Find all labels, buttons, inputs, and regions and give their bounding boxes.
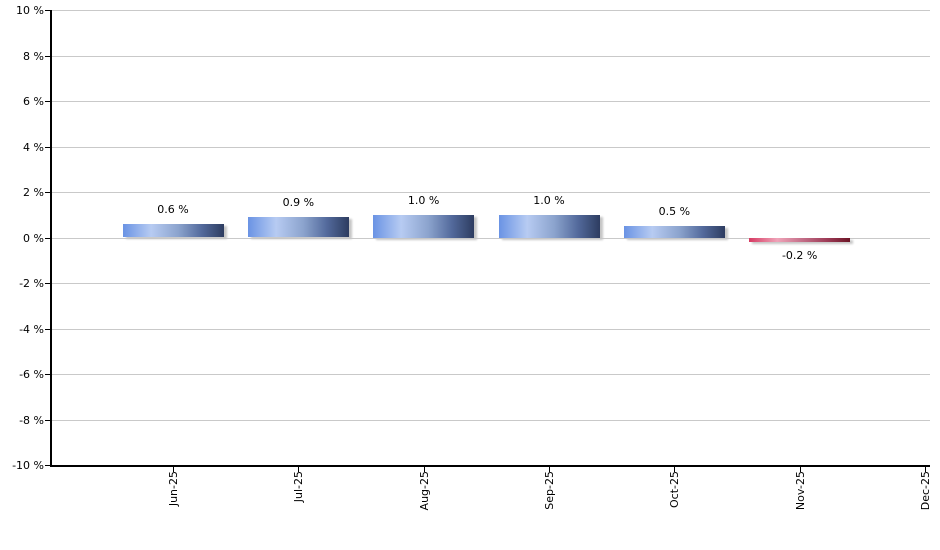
bar-value-label: -0.2 % xyxy=(781,249,818,263)
gridline xyxy=(51,55,930,57)
y-axis-tick-label: 6 % xyxy=(23,95,44,108)
x-axis-tick xyxy=(674,466,676,472)
bar-jun-25 xyxy=(122,223,224,238)
y-axis-tick xyxy=(45,419,50,421)
x-axis-tick-label: Oct-25 xyxy=(668,471,682,508)
gridline xyxy=(51,237,930,239)
x-axis-tick-label: Jul-25 xyxy=(292,471,306,503)
gridline xyxy=(51,283,930,284)
gridline xyxy=(51,192,930,193)
y-axis-tick-label: 0 % xyxy=(23,231,44,245)
x-axis-line xyxy=(50,465,930,467)
gridline xyxy=(51,146,930,148)
y-axis-tick xyxy=(45,465,50,466)
bar-oct-25 xyxy=(623,226,725,238)
y-axis-line xyxy=(50,10,52,466)
x-axis-tick xyxy=(423,466,425,472)
y-axis-tick xyxy=(45,192,50,193)
y-axis-tick xyxy=(45,101,50,102)
x-axis-tick xyxy=(298,466,300,472)
bar-value-label: 1.0 % xyxy=(407,193,440,207)
y-axis-tick xyxy=(45,10,50,11)
gridline xyxy=(51,419,930,421)
y-axis-tick-label: -2 % xyxy=(19,277,44,290)
y-axis-tick-label: -6 % xyxy=(19,368,44,381)
bar-nov-25 xyxy=(749,237,851,243)
y-axis-tick xyxy=(45,237,50,239)
y-axis-tick-label: -10 % xyxy=(12,459,44,472)
x-axis-tick xyxy=(173,466,174,472)
x-axis-tick-label: Nov-25 xyxy=(793,471,807,511)
bar-value-label: 0.5 % xyxy=(658,205,691,219)
gridline xyxy=(51,374,930,375)
bar-aug-25 xyxy=(373,214,475,238)
y-axis-tick xyxy=(45,146,50,148)
y-axis-tick xyxy=(45,328,50,330)
x-axis-tick-label: Sep-25 xyxy=(543,471,556,510)
bar-sep-25 xyxy=(498,214,600,238)
x-axis-tick xyxy=(799,466,801,472)
bar-value-label: 0.9 % xyxy=(282,196,315,210)
gridline xyxy=(51,10,930,11)
y-axis-tick-label: -8 % xyxy=(19,413,44,427)
x-axis-tick-label: Aug-25 xyxy=(417,471,431,511)
x-axis-tick xyxy=(549,466,550,472)
bar-jul-25 xyxy=(247,217,349,238)
y-axis-tick-label: 4 % xyxy=(23,140,44,154)
x-axis-tick-label: Dec-25 xyxy=(919,471,932,511)
bar-value-label: 0.6 % xyxy=(157,202,189,216)
y-axis-tick xyxy=(45,374,50,375)
y-axis-tick-label: -4 % xyxy=(19,322,44,336)
x-axis-tick-label: Jun-25 xyxy=(167,471,180,507)
y-axis-tick-label: 10 % xyxy=(16,4,44,17)
gridline xyxy=(51,328,930,330)
y-axis-tick-label: 2 % xyxy=(23,186,44,199)
y-axis-tick xyxy=(45,283,50,284)
y-axis-tick-label: 8 % xyxy=(23,49,44,63)
x-axis-tick xyxy=(925,466,926,472)
y-axis-tick xyxy=(45,55,50,57)
gridline xyxy=(51,101,930,102)
bar-value-label: 1.0 % xyxy=(533,193,565,207)
